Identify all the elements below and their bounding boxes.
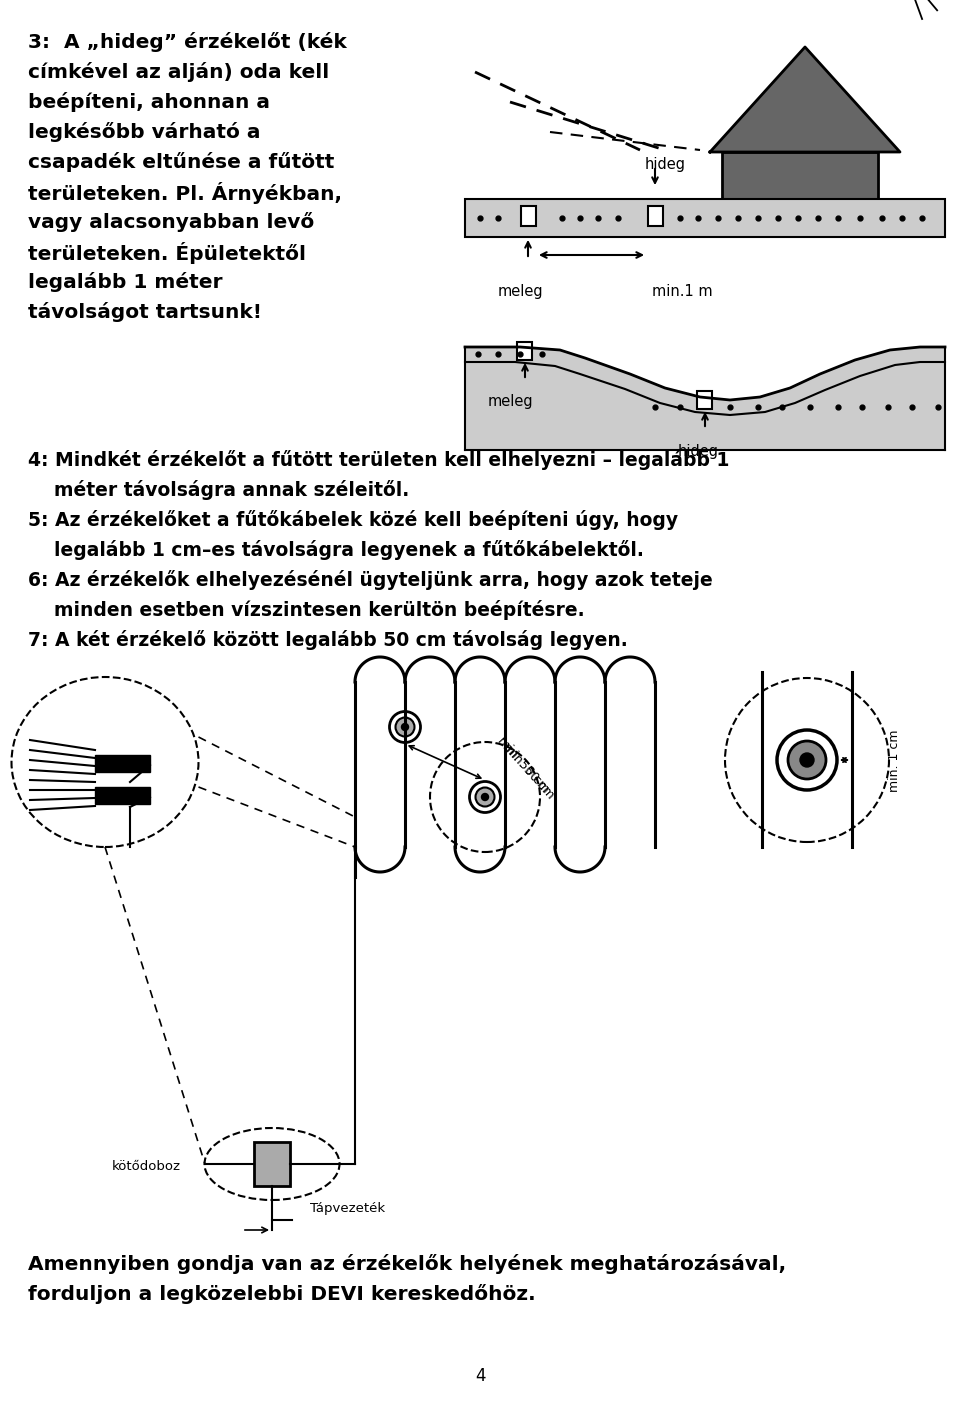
- Text: min. 1 cm: min. 1 cm: [888, 730, 901, 792]
- Circle shape: [390, 711, 420, 743]
- Text: kötődoboz: kötődoboz: [112, 1159, 181, 1173]
- Text: 4: 4: [475, 1367, 485, 1385]
- Text: méter távolságra annak széleitől.: méter távolságra annak széleitől.: [28, 479, 409, 501]
- Text: legalább 1 méter: legalább 1 méter: [28, 272, 223, 292]
- Text: meleg: meleg: [498, 285, 543, 299]
- Text: legalább 1 cm–es távolságra legyenek a fűtőkábelektől.: legalább 1 cm–es távolságra legyenek a f…: [28, 540, 644, 559]
- Text: Tápvezeték: Tápvezeték: [310, 1202, 385, 1216]
- Text: címkével az alján) oda kell: címkével az alján) oda kell: [28, 62, 329, 81]
- Text: legkésőbb várható a: legkésőbb várható a: [28, 122, 260, 142]
- Text: forduljon a legközelebbi DEVI kereskedőhöz.: forduljon a legközelebbi DEVI kereskedőh…: [28, 1284, 536, 1304]
- Text: 5: Az érzékelőket a fűtőkábelek közé kell beépíteni úgy, hogy: 5: Az érzékelőket a fűtőkábelek közé kel…: [28, 510, 678, 530]
- Text: hideg: hideg: [678, 444, 719, 458]
- Text: területeken. Épületektől: területeken. Épületektől: [28, 243, 306, 264]
- Polygon shape: [710, 48, 900, 151]
- Bar: [647, 206, 662, 226]
- Text: 3:  A „hideg” érzékelőt (kék: 3: A „hideg” érzékelőt (kék: [28, 32, 347, 52]
- Text: 6: Az érzékelők elhelyezésénél ügyteljünk arra, hogy azok teteje: 6: Az érzékelők elhelyezésénél ügyteljün…: [28, 571, 712, 590]
- Text: 4: Mindkét érzékelőt a fűtött területen kell elhelyezni – legalább 1: 4: Mindkét érzékelőt a fűtött területen …: [28, 450, 730, 470]
- Text: beépíteni, ahonnan a: beépíteni, ahonnan a: [28, 93, 270, 112]
- Text: Amennyiben gondja van az érzékelők helyének meghatározásával,: Amennyiben gondja van az érzékelők helyé…: [28, 1253, 786, 1274]
- Text: min.1 m: min.1 m: [652, 285, 712, 299]
- Bar: [465, 199, 945, 237]
- Polygon shape: [465, 348, 945, 450]
- Bar: [520, 206, 536, 226]
- Text: minden esetben vízszintesen kerültön beépítésre.: minden esetben vízszintesen kerültön beé…: [28, 600, 585, 620]
- Bar: [95, 756, 150, 773]
- Bar: [254, 1143, 290, 1186]
- Text: vagy alacsonyabban levő: vagy alacsonyabban levő: [28, 212, 314, 231]
- Bar: [722, 151, 878, 212]
- Circle shape: [788, 742, 826, 780]
- Text: 7: A két érzékelő között legalább 50 cm távolság legyen.: 7: A két érzékelő között legalább 50 cm …: [28, 629, 628, 651]
- Text: területeken. Pl. Árnyékban,: területeken. Pl. Árnyékban,: [28, 182, 342, 205]
- Circle shape: [396, 718, 415, 736]
- Text: min. 50 cm: min. 50 cm: [495, 735, 552, 795]
- Circle shape: [800, 753, 814, 767]
- Circle shape: [777, 730, 837, 789]
- Bar: [95, 787, 150, 803]
- Text: meleg: meleg: [488, 394, 534, 409]
- Circle shape: [401, 723, 409, 730]
- Text: hideg: hideg: [645, 157, 686, 172]
- Circle shape: [482, 794, 489, 801]
- Bar: [697, 391, 712, 409]
- Bar: [517, 342, 532, 360]
- Circle shape: [475, 788, 494, 806]
- Text: távolságot tartsunk!: távolságot tartsunk!: [28, 301, 262, 322]
- Text: min. 50 cm: min. 50 cm: [500, 740, 557, 801]
- Circle shape: [469, 781, 500, 813]
- Text: csapadék eltűnése a fűtött: csapadék eltűnése a fűtött: [28, 151, 334, 172]
